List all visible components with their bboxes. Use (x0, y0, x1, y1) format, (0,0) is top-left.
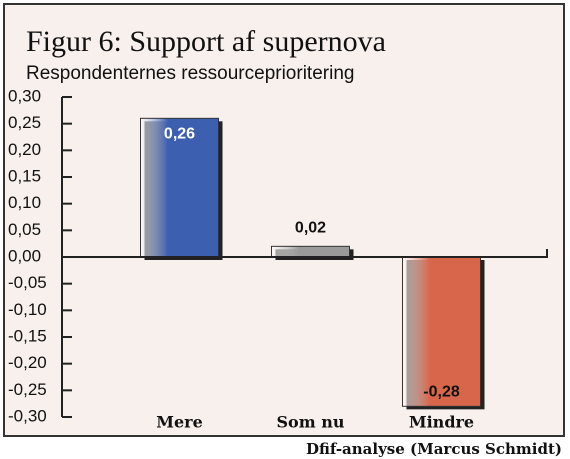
bar (271, 245, 350, 258)
y-tick-label: 0,30 (8, 86, 41, 105)
y-tick-label: -0,30 (8, 406, 47, 425)
y-tick-label: -0,10 (8, 300, 47, 319)
bar (140, 117, 219, 258)
value-label: 0,26 (164, 126, 195, 143)
value-label: 0,02 (295, 220, 326, 237)
y-tick-label: 0,20 (8, 140, 41, 159)
x-tick-label: Som nu (277, 413, 345, 432)
y-tick-label: 0,05 (8, 220, 41, 239)
y-tick-label: 0,10 (8, 193, 41, 212)
bar (402, 256, 481, 407)
y-tick-label: -0,25 (8, 380, 47, 399)
chart-subtitle: Respondenternes ressourceprioritering (26, 63, 354, 84)
y-tick-label: 0,25 (8, 113, 41, 132)
x-tick-label: Mere (156, 413, 203, 432)
y-tick-label: -0,15 (8, 326, 47, 345)
y-tick-label: 0,00 (8, 246, 41, 265)
y-tick-label: -0,20 (8, 353, 47, 372)
y-tick-label: 0,15 (8, 166, 41, 185)
source: Dfif-analyse (Marcus Schmidt) (306, 440, 562, 458)
x-tick-label: Mindre (409, 413, 474, 432)
y-tick-label: -0,05 (8, 273, 47, 292)
chart-title: Figur 6: Support af supernova (26, 25, 386, 58)
value-label: -0,28 (423, 384, 460, 401)
